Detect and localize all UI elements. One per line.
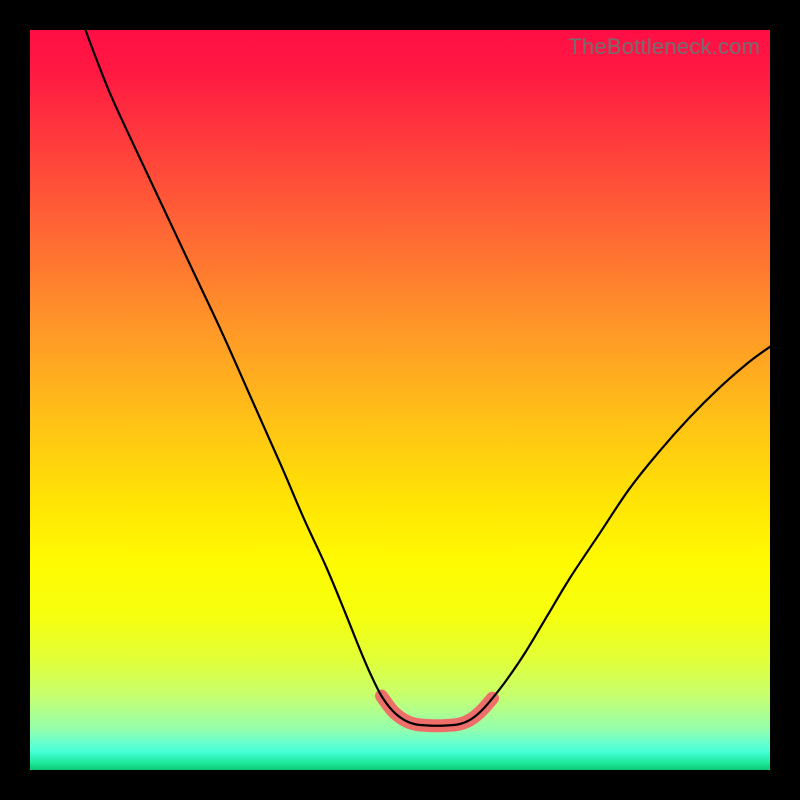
curve-layer <box>30 30 770 770</box>
main-curve <box>86 30 771 726</box>
bottleneck-chart: TheBottleneck.com <box>0 0 800 800</box>
plot-area: TheBottleneck.com <box>30 30 770 770</box>
highlight-segment <box>382 696 493 726</box>
watermark-label: TheBottleneck.com <box>568 34 760 60</box>
